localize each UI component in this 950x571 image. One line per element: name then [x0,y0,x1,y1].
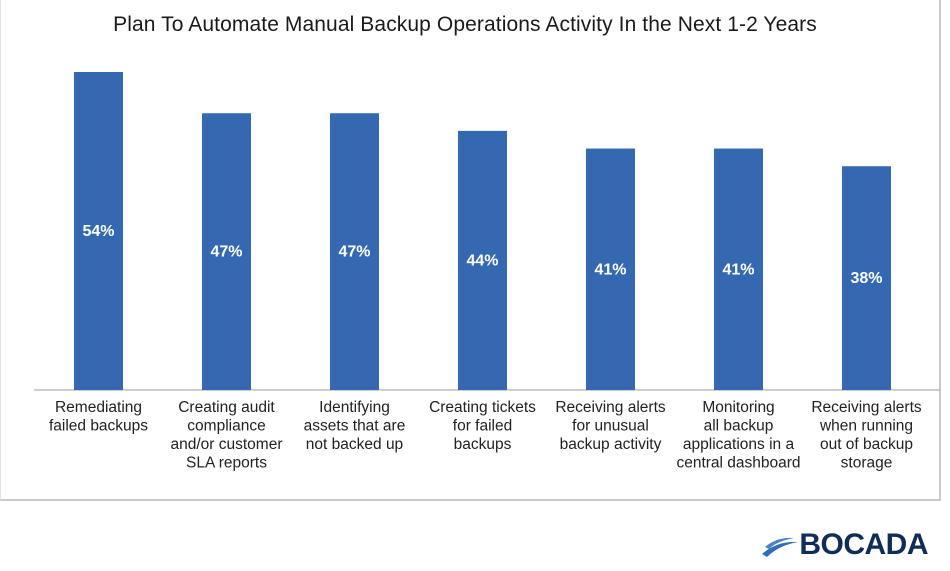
bar-value-label: 47% [338,244,370,261]
bar-6 [714,148,763,390]
category-label: Creating audit compliance and/or customer S… [171,399,283,472]
category-label: Receiving alerts when running out of backu… [811,399,922,472]
bar-3 [330,113,379,390]
bar-value-label: 47% [210,244,242,261]
bar-4 [458,130,507,390]
bar-2 [202,113,251,390]
bar-value-label: 41% [594,261,626,278]
chart-frame [0,0,941,501]
bar-value-label: 44% [466,252,498,269]
chart-title: Plan To Automate Manual Backup Operation… [113,13,817,36]
category-label: Monitoring all backup applications in a cen… [676,399,800,472]
category-label: Receiving alerts for unusual backup activi… [555,399,666,453]
bar-1 [74,72,123,390]
bar-7 [842,166,891,390]
category-label: Remediating failed backups [49,399,148,435]
bar-value-label: 41% [722,261,754,278]
bar-value-label: 38% [850,270,882,287]
category-label: Creating tickets for failed backups [429,399,536,453]
brand-logo: BOCADA [761,530,928,560]
bar-5 [586,148,635,390]
brand-name: BOCADA [799,528,928,561]
bar-value-label: 54% [82,223,114,240]
swoosh-icon [762,537,799,557]
category-label: Identifying assets that are not backed up [304,399,406,453]
